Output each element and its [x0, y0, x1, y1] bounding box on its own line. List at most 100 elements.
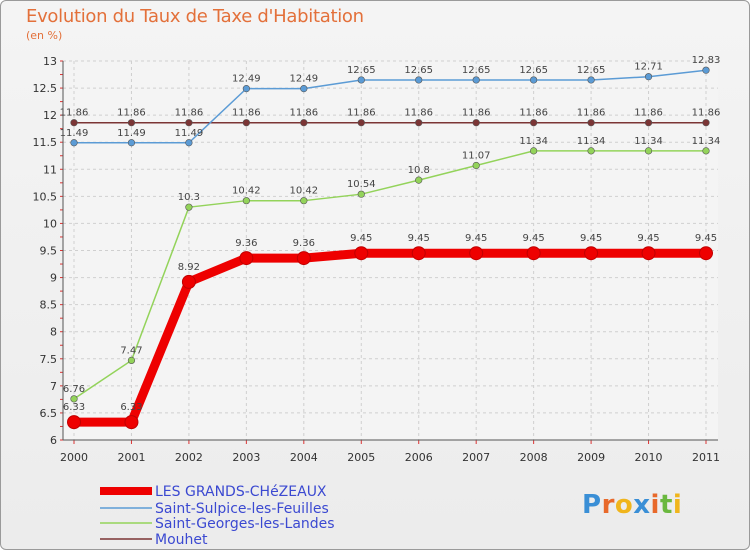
data-label-saint-georges-les-landes: 11.34 [577, 136, 606, 147]
logo-letter: r [601, 490, 615, 520]
data-point-mouhet [530, 119, 538, 127]
data-point-mouhet [357, 119, 365, 127]
data-label-saint-georges-les-landes: 11.07 [462, 150, 491, 161]
data-point-les-grands-ch-zeaux [411, 246, 426, 261]
data-label-mouhet: 11.86 [692, 108, 721, 119]
data-point-saint-georges-les-landes [242, 197, 250, 205]
y-tick-label: 9 [50, 272, 57, 285]
data-label-saint-sulpice-les-feuilles: 12.71 [634, 62, 663, 73]
data-label-les-grands-ch-zeaux: 9.45 [350, 233, 372, 244]
data-label-saint-georges-les-landes: 7.47 [120, 345, 142, 356]
data-label-les-grands-ch-zeaux: 9.45 [523, 233, 545, 244]
data-label-les-grands-ch-zeaux: 9.36 [235, 238, 257, 249]
data-label-saint-sulpice-les-feuilles: 12.49 [289, 74, 318, 85]
y-tick-label: 10 [43, 217, 57, 230]
y-tick-label: 11 [43, 163, 57, 176]
data-label-saint-sulpice-les-feuilles: 12.65 [404, 65, 433, 76]
data-labels: 6.33 6.33 8.92 9.36 9.36 9.45 9.45 9.45 9.45 9.45… [60, 55, 721, 413]
data-point-les-grands-ch-zeaux [181, 274, 196, 289]
data-point-les-grands-ch-zeaux [699, 246, 713, 261]
data-point-les-grands-ch-zeaux [526, 246, 541, 261]
data-label-mouhet: 11.86 [577, 108, 606, 119]
data-point-les-grands-ch-zeaux [641, 246, 656, 261]
data-label-saint-georges-les-landes: 10.42 [232, 186, 261, 197]
logo-letter: x [633, 490, 651, 520]
x-tick-label: 2000 [60, 451, 88, 464]
data-point-saint-georges-les-landes [415, 176, 423, 184]
data-label-saint-georges-les-landes: 10.42 [289, 186, 318, 197]
logo-letter: t [659, 490, 673, 520]
data-point-saint-sulpice-les-feuilles [357, 76, 365, 84]
logo-letter: i [672, 490, 683, 520]
data-point-saint-georges-les-landes [300, 197, 308, 205]
y-tick-label: 9.5 [40, 245, 58, 258]
data-label-saint-sulpice-les-feuilles: 11.49 [117, 128, 146, 139]
data-point-mouhet [185, 119, 193, 127]
x-tick-label: 2009 [577, 451, 605, 464]
series-line-saint-sulpice-les-feuilles [73, 69, 707, 144]
data-label-les-grands-ch-zeaux: 9.45 [408, 233, 430, 244]
data-point-saint-sulpice-les-feuilles [127, 139, 136, 147]
data-label-mouhet: 11.86 [462, 108, 491, 119]
chart-subtitle: (en %) [26, 29, 63, 42]
data-label-saint-georges-les-landes: 10.3 [178, 192, 200, 203]
data-point-saint-georges-les-landes [702, 147, 710, 155]
data-label-mouhet: 11.86 [404, 108, 433, 119]
data-label-les-grands-ch-zeaux: 9.36 [293, 238, 315, 249]
data-label-saint-sulpice-les-feuilles: 12.83 [692, 55, 721, 66]
data-label-mouhet: 11.86 [117, 108, 146, 119]
data-label-les-grands-ch-zeaux: 8.92 [178, 262, 200, 273]
data-label-saint-sulpice-les-feuilles: 12.49 [232, 74, 261, 85]
x-tick-label: 2005 [347, 451, 375, 464]
data-point-mouhet [644, 119, 653, 127]
data-label-saint-georges-les-landes: 10.8 [408, 165, 430, 176]
data-label-les-grands-ch-zeaux: 6.33 [63, 402, 85, 413]
logo-letter: i [650, 490, 660, 520]
data-point-mouhet [300, 119, 308, 127]
data-point-saint-sulpice-les-feuilles [702, 66, 710, 74]
data-point-saint-georges-les-landes [644, 147, 653, 155]
data-point-saint-georges-les-landes [70, 395, 78, 403]
data-label-les-grands-ch-zeaux: 9.45 [465, 233, 487, 244]
data-point-saint-georges-les-landes [185, 203, 193, 211]
data-point-les-grands-ch-zeaux [584, 246, 599, 261]
x-tick-label: 2003 [232, 451, 260, 464]
data-label-saint-sulpice-les-feuilles: 12.65 [462, 65, 491, 76]
data-label-les-grands-ch-zeaux: 9.45 [580, 233, 602, 244]
data-label-saint-sulpice-les-feuilles: 11.49 [175, 128, 204, 139]
x-tick-label: 2011 [692, 451, 720, 464]
data-point-mouhet [415, 119, 423, 127]
data-point-les-grands-ch-zeaux [124, 415, 139, 430]
data-point-saint-sulpice-les-feuilles [300, 85, 308, 93]
data-label-les-grands-ch-zeaux: 9.45 [637, 233, 659, 244]
proxiti-logo: Proxiti [582, 490, 682, 520]
data-point-saint-georges-les-landes [530, 147, 538, 155]
data-point-mouhet [70, 119, 78, 127]
data-label-saint-georges-les-landes: 11.34 [519, 136, 548, 147]
data-label-les-grands-ch-zeaux: 9.45 [695, 233, 717, 244]
series-line-saint-georges-les-landes [73, 150, 707, 400]
data-label-mouhet: 11.86 [519, 108, 548, 119]
data-label-saint-sulpice-les-feuilles: 12.65 [577, 65, 606, 76]
data-point-saint-sulpice-les-feuilles [242, 85, 250, 93]
data-label-saint-sulpice-les-feuilles: 11.49 [60, 128, 89, 139]
data-label-mouhet: 11.86 [289, 108, 318, 119]
data-point-saint-sulpice-les-feuilles [415, 76, 423, 84]
data-point-les-grands-ch-zeaux [469, 246, 484, 261]
data-point-saint-sulpice-les-feuilles [472, 76, 480, 84]
series-layer [67, 66, 713, 430]
x-tick-label: 2010 [635, 451, 663, 464]
data-point-saint-sulpice-les-feuilles [70, 139, 78, 147]
x-tick-label: 2002 [175, 451, 203, 464]
data-point-saint-sulpice-les-feuilles [185, 139, 193, 147]
y-tick-label: 10.5 [33, 190, 58, 203]
series-line-les-grands-ch-zeaux [69, 248, 711, 427]
data-point-mouhet [242, 119, 250, 127]
data-point-saint-georges-les-landes [472, 161, 480, 170]
y-tick-label: 7 [50, 380, 57, 393]
y-tick-label: 12.5 [33, 82, 58, 95]
y-tick-label: 7.5 [40, 353, 58, 366]
data-label-mouhet: 11.86 [232, 108, 261, 119]
legend: LES GRANDS-CHéZEAUXSaint-Sulpice-les-Feu… [100, 484, 335, 548]
